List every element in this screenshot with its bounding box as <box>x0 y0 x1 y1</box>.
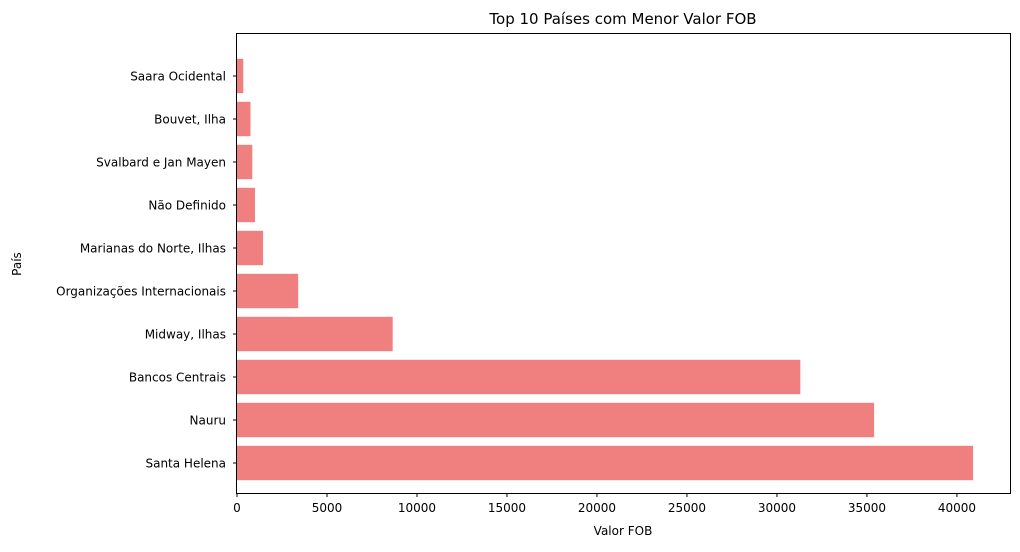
bar-bancos-centrais <box>237 359 801 395</box>
y-tick-label: Svalbard e Jan Mayen <box>96 156 226 170</box>
plot-frame <box>236 33 1011 494</box>
bar-santa-helena <box>237 445 974 481</box>
x-axis-ticks: 0 5000 10000 15000 20000 25000 30000 35000 40000 <box>233 493 976 515</box>
y-tick-label: Bouvet, Ilha <box>154 113 226 127</box>
chart-title: Top 10 Países com Menor Valor FOB <box>488 10 756 28</box>
y-tick-label: Santa Helena <box>145 457 226 471</box>
x-tick-label: 15000 <box>488 501 526 515</box>
x-tick-label: 25000 <box>668 501 706 515</box>
bar-midway-ilhas <box>237 316 393 352</box>
y-axis-ticks: Santa Helena Nauru Bancos Centrais Midway, … <box>56 70 237 471</box>
bar-nauru <box>237 402 875 438</box>
x-tick-label: 0 <box>233 501 241 515</box>
x-tick-label: 5000 <box>312 501 343 515</box>
y-tick-label: Saara Ocidental <box>130 70 226 84</box>
bar-bouvet-ilha <box>237 101 251 137</box>
x-axis-label: Valor FOB <box>594 524 653 538</box>
y-tick-label: Não Definido <box>148 199 226 213</box>
bar-organizacoes-internacionais <box>237 273 299 309</box>
bar-marianas-do-norte-ilhas <box>237 230 264 266</box>
y-tick-label: Organizações Internacionais <box>56 285 226 299</box>
x-tick-label: 10000 <box>398 501 436 515</box>
y-tick-label: Marianas do Norte, Ilhas <box>80 242 226 256</box>
y-axis-label: País <box>10 252 24 276</box>
y-tick-label: Nauru <box>190 414 226 428</box>
bars-layer <box>237 58 974 481</box>
y-tick-label: Bancos Centrais <box>129 371 226 385</box>
x-tick-label: 40000 <box>938 501 976 515</box>
y-tick-label: Midway, Ilhas <box>145 328 226 342</box>
x-tick-label: 30000 <box>758 501 796 515</box>
bar-nao-definido <box>237 187 255 223</box>
bar-svalbard-e-jan-mayen <box>237 144 253 180</box>
x-tick-label: 35000 <box>848 501 886 515</box>
x-tick-label: 20000 <box>578 501 616 515</box>
bar-saara-ocidental <box>237 58 244 94</box>
